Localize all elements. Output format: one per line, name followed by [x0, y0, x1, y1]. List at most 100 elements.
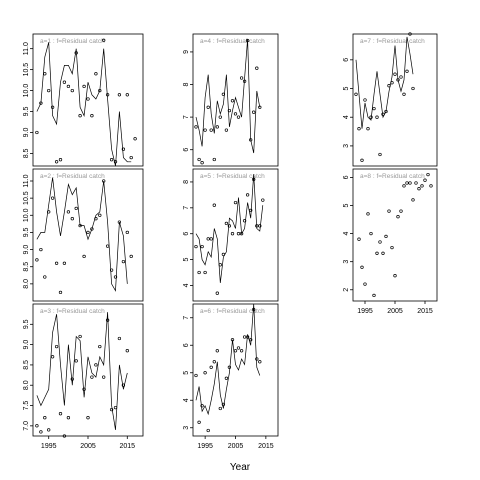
panel-a3-y-tick-label: 9.5 — [23, 319, 30, 329]
panel-a1-observed-point — [117, 93, 122, 97]
panel-a1-observed-point — [94, 72, 98, 76]
panel-a3-x-tick-label: 2005 — [80, 443, 96, 450]
panel-a2-y-tick-label: 8.0 — [23, 279, 30, 289]
panel-a6-x-tick-label: 2005 — [228, 443, 244, 450]
panel-a3-observed-point — [82, 387, 86, 391]
panel-a8-strip-label: a=8 : f=Residual catch — [360, 173, 425, 180]
panel-a6-observed-point — [194, 373, 198, 378]
panel-a3-strip-label: a=3 : f=Residual catch — [40, 308, 105, 315]
panel-a6-observed-point — [236, 346, 241, 350]
panel-a1-y-tick-label: 9.0 — [23, 128, 30, 138]
panel-a2-y-tick-label: 10.5 — [23, 191, 30, 205]
panel-a5: a=5 : f=Residual catch 4 5 6 7 8 — [183, 168, 279, 302]
panel-a7-observed-point — [363, 98, 367, 102]
panel-a1-observed-point — [133, 137, 137, 141]
panel-a1-observed-point — [86, 97, 90, 101]
panel-a8-observed-point — [384, 234, 388, 239]
panel-a4-observed-point — [255, 66, 259, 70]
panel-a5-observed-point — [224, 221, 229, 226]
panel-a1-observed-point — [35, 130, 39, 135]
panel-a4-y-tick-label: 9 — [183, 50, 190, 54]
panel-a4-observed-point — [218, 115, 222, 119]
panel-a8-y-tick-label: 4 — [343, 232, 350, 236]
panel-a7-observed-point — [384, 109, 388, 114]
panel-a7-y-tick-label: 4 — [343, 115, 350, 119]
panel-a5-observed-point — [221, 252, 226, 257]
panel-a7-observed-point — [399, 75, 403, 79]
panel-a2-observed-point — [62, 261, 67, 265]
panel-a1-strip-label: a=1 : f=Residual catch — [40, 38, 105, 45]
panel-a7-observed-point — [375, 115, 379, 119]
panel-a4-observed-point — [209, 128, 213, 132]
panel-a6-observed-point — [218, 406, 222, 411]
panel-a8-y-tick-label: 2 — [343, 288, 350, 292]
panel-a4-observed-point — [206, 105, 210, 109]
x-axis-label: Year — [230, 462, 251, 473]
panel-a1-y-tick-label: 10.0 — [23, 84, 30, 98]
panel-a1-observed-point — [74, 51, 78, 55]
panel-a8-x-tick-label: 2005 — [387, 308, 403, 315]
panel-a7-observed-point — [393, 72, 397, 76]
panel-a2-observed-point — [47, 210, 51, 214]
panel-a4-observed-point — [258, 105, 262, 109]
panel-a1: a=1 : f=Residual catch 8.5 9.0 9.5 10.0 10.5 1… — [23, 33, 144, 167]
panel-a1-observed-point — [109, 158, 114, 162]
panel-a7-observed-point — [405, 69, 409, 73]
panel-a2-fitted-line — [36, 177, 128, 292]
panel-a8-observed-point — [378, 240, 382, 244]
panel-a8-y-tick-label: 6 — [343, 175, 350, 179]
panel-a3-observed-point — [43, 416, 47, 420]
panel-a4-y-tick-label: 8 — [183, 82, 190, 86]
panel-a2-observed-point — [39, 247, 43, 252]
panel-a7-observed-point — [357, 127, 361, 131]
panel-a5-observed-point — [245, 193, 250, 197]
panel-a6-observed-point — [252, 307, 256, 312]
panel-a8-observed-point — [426, 172, 430, 177]
panel-a1-observed-point — [39, 101, 43, 105]
panel-a8-observed-point — [357, 237, 361, 241]
panel-a2-observed-point — [113, 275, 118, 279]
panel-a2-observed-point — [125, 230, 129, 235]
panel-a3-observed-point — [109, 407, 114, 412]
panel-a3-y-tick-label: 8.0 — [23, 380, 30, 390]
panel-a5-y-tick-label: 8 — [183, 180, 190, 184]
panel-a2-observed-point — [70, 217, 74, 221]
panel-a8-observed-point — [423, 178, 427, 182]
panel-a3-observed-point — [66, 416, 71, 420]
panel-a2-observed-point — [78, 223, 82, 228]
panel-a5-y-tick-label: 4 — [183, 283, 190, 287]
panel-a4: a=4 : f=Residual catch 6 7 8 9 — [183, 33, 279, 167]
panel-a6-x-tick-label: 1995 — [197, 443, 213, 450]
panel-a3-observed-point — [62, 434, 67, 438]
panel-a6-observed-point — [197, 420, 201, 424]
panel-a3-observed-point — [125, 349, 129, 353]
panel-a2-observed-point — [129, 254, 133, 259]
panel-a6-observed-point — [242, 335, 247, 339]
panel-a7-frame — [352, 33, 438, 167]
panel-a2-observed-point — [105, 244, 110, 248]
panel-a1-observed-point — [62, 80, 67, 84]
panel-a4-observed-point — [249, 138, 253, 142]
panel-a2-observed-point — [98, 213, 102, 217]
panel-a6-observed-point — [239, 349, 244, 353]
panel-a2-observed-point — [90, 227, 94, 231]
panel-a5-y-tick-label: 6 — [183, 232, 190, 236]
panel-a8-observed-point — [360, 265, 364, 269]
panel-a3-observed-point — [94, 363, 98, 367]
panel-a8-observed-point — [417, 187, 421, 191]
panel-a2-observed-point — [109, 268, 114, 272]
panel-a5-observed-point — [206, 237, 210, 241]
panel-a5-observed-point — [255, 224, 259, 228]
panel-a3-fitted-line — [36, 312, 128, 430]
panel-a8-observed-point — [366, 212, 370, 216]
panel-a8-observed-point — [387, 209, 391, 213]
panel-a5-observed-point — [215, 291, 219, 295]
panel-a8: a=8 : f=Residual catch 2 3 4 5 6 1995 2005 2015 — [343, 168, 438, 315]
panel-a5-observed-point — [197, 270, 201, 275]
panel-a5-fitted-line — [195, 174, 264, 283]
panel-a8-x-tick-label: 1995 — [357, 308, 373, 315]
panel-a1-observed-point — [66, 84, 71, 89]
panel-a2-observed-point — [66, 210, 71, 214]
panel-a5-observed-point — [212, 203, 216, 207]
